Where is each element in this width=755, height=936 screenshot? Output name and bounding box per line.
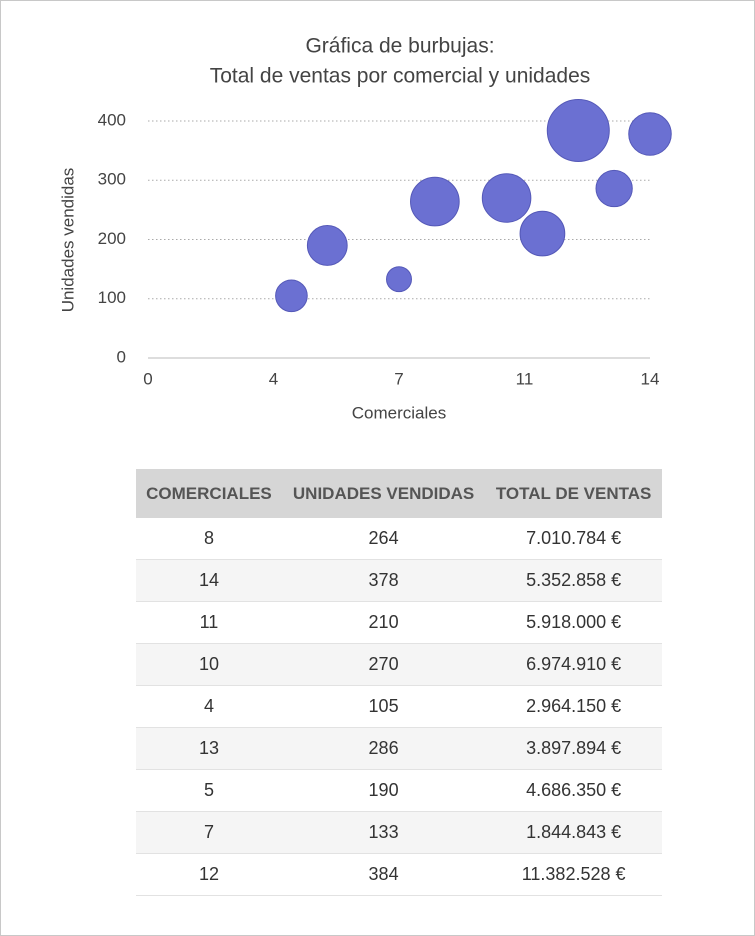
- table-cell: 133: [281, 811, 486, 854]
- table-cell: 4.686.350 €: [485, 769, 662, 812]
- table-cell: 5: [136, 769, 282, 812]
- table-cell: 105: [281, 685, 486, 728]
- table-cell: 190: [281, 769, 486, 812]
- x-tick-label: 14: [641, 369, 660, 388]
- bubble: [519, 210, 566, 257]
- table-cell: 270: [281, 643, 486, 686]
- column-header: UNIDADES VENDIDAS: [281, 469, 486, 518]
- table-row: 14 378 5.352.858 €: [136, 559, 662, 602]
- table-cell: 12: [136, 853, 282, 896]
- bubble: [595, 169, 633, 208]
- table-cell: 1.844.843 €: [485, 811, 662, 854]
- bubble: [628, 112, 672, 156]
- y-tick-label: 100: [98, 288, 126, 307]
- table-cell: 8: [136, 518, 282, 560]
- bubble: [546, 98, 610, 162]
- x-tick-label: 0: [143, 369, 152, 388]
- bubble: [386, 266, 412, 293]
- table-cell: 13: [136, 727, 282, 770]
- table-cell: 378: [281, 559, 486, 602]
- table-row: 4 105 2.964.150 €: [136, 685, 662, 728]
- table-cell: 384: [281, 853, 486, 896]
- table-cell: 286: [281, 727, 486, 770]
- table-row: 11 210 5.918.000 €: [136, 601, 662, 644]
- table-cell: 5.352.858 €: [485, 559, 662, 602]
- table-cell: 11: [136, 601, 282, 644]
- bubble: [306, 225, 348, 266]
- column-header: COMERCIALES: [136, 469, 282, 518]
- table-row: 7 133 1.844.843 €: [136, 811, 662, 854]
- table-cell: 14: [136, 559, 282, 602]
- table-cell: 2.964.150 €: [485, 685, 662, 728]
- table-cell: 6.974.910 €: [485, 643, 662, 686]
- column-header: TOTAL DE VENTAS: [485, 469, 662, 518]
- data-table: COMERCIALES UNIDADES VENDIDAS TOTAL DE VEN…: [136, 469, 662, 896]
- table-cell: 264: [281, 518, 486, 560]
- x-tick-label: 11: [516, 369, 534, 388]
- table-row: 5 190 4.686.350 €: [136, 769, 662, 812]
- table-cell: 10: [136, 643, 282, 686]
- bubble: [275, 279, 308, 313]
- table-header: COMERCIALES UNIDADES VENDIDAS TOTAL DE VEN…: [136, 469, 662, 518]
- table-cell: 3.897.894 €: [485, 727, 662, 770]
- x-tick-label: 7: [394, 369, 403, 388]
- y-tick-label: 400: [98, 110, 126, 129]
- chart: Gráfica de burbujas: Total de ventas por…: [58, 35, 672, 422]
- table-cell: 5.918.000 €: [485, 601, 662, 644]
- table-cell: 7.010.784 €: [485, 518, 662, 560]
- table-cell: 7: [136, 811, 282, 854]
- chart-title: Total de ventas por comercial y unidades: [210, 65, 591, 88]
- x-tick-label: 4: [269, 369, 278, 388]
- table-cell: 11.382.528 €: [485, 853, 662, 896]
- table-row: 10 270 6.974.910 €: [136, 643, 662, 686]
- x-axis-label: Comerciales: [352, 403, 446, 422]
- table-cell: 4: [136, 685, 282, 728]
- y-tick-label: 300: [98, 170, 126, 189]
- table-row: 12 384 11.382.528 €: [136, 853, 662, 896]
- table-row: 8 264 7.010.784 €: [136, 518, 662, 560]
- y-tick-label: 200: [98, 229, 126, 248]
- table-row: 13 286 3.897.894 €: [136, 727, 662, 770]
- bubble: [410, 176, 460, 227]
- bubble: [481, 173, 532, 223]
- table-cell: 210: [281, 601, 486, 644]
- y-tick-label: 0: [117, 347, 126, 366]
- y-axis-label: Unidades vendidas: [58, 168, 77, 313]
- chart-title: Gráfica de burbujas:: [305, 35, 494, 58]
